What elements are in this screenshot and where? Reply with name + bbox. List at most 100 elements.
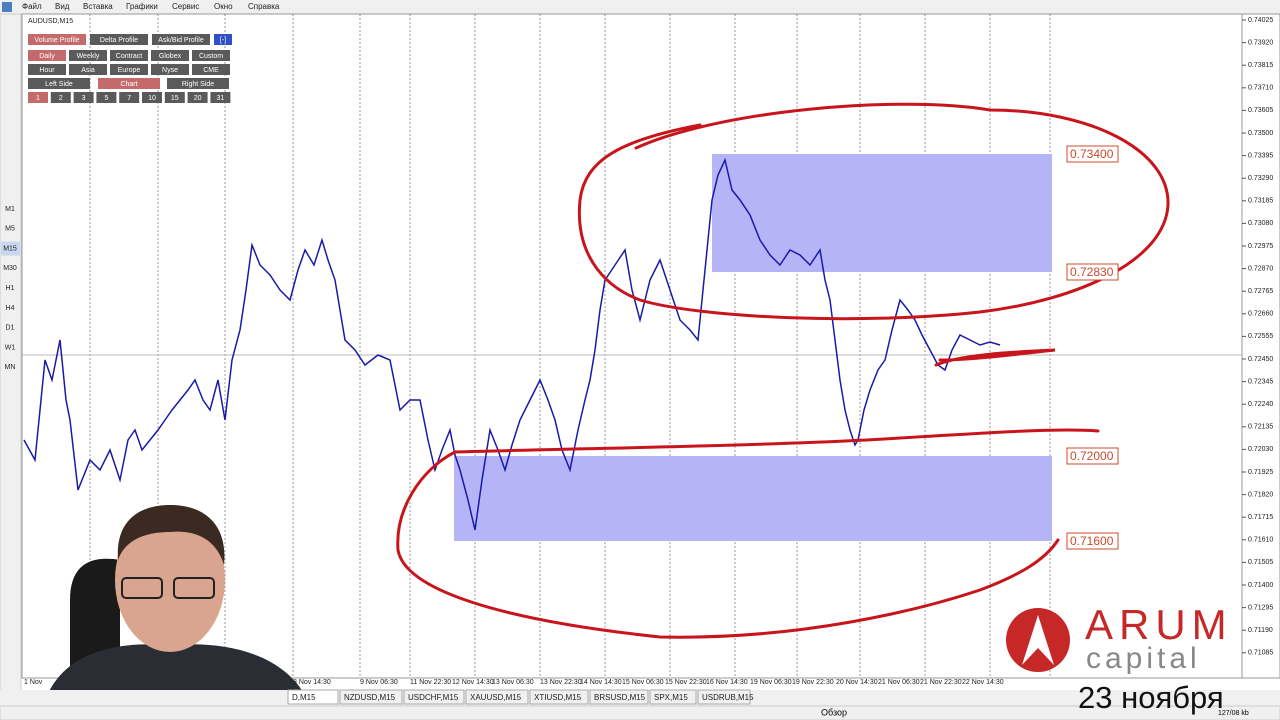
- panel-button[interactable]: [28, 50, 66, 61]
- panel-button-label[interactable]: 15: [171, 95, 179, 102]
- left-toolbar: [0, 13, 22, 707]
- tab[interactable]: [529, 689, 589, 705]
- tab[interactable]: [339, 689, 403, 705]
- panel-button-label[interactable]: Daily: [39, 53, 55, 60]
- time-label: 9 Nov 06:30: [360, 679, 398, 686]
- panel-button[interactable]: [142, 92, 162, 103]
- panel-button-label[interactable]: Delta Profile: [100, 37, 138, 44]
- panel-button[interactable]: [28, 34, 86, 45]
- panel-button-label[interactable]: [-]: [220, 37, 226, 44]
- tab-label[interactable]: D,M15: [292, 693, 316, 702]
- panel-button[interactable]: [50, 92, 71, 103]
- price-label: 0.71295: [1248, 604, 1273, 611]
- tab-label[interactable]: NZDUSD,M15: [344, 693, 396, 702]
- timeframe[interactable]: M30: [3, 265, 17, 272]
- timeframe[interactable]: W1: [5, 344, 16, 351]
- panel-button[interactable]: [28, 92, 48, 103]
- panel-button-label[interactable]: Ask/Bid Profile: [158, 37, 204, 44]
- panel-button-label[interactable]: 3: [82, 95, 86, 102]
- panel-button[interactable]: [110, 50, 148, 61]
- panel-button-label[interactable]: Custom: [199, 53, 223, 60]
- panel-button-label[interactable]: Hour: [39, 67, 55, 74]
- panel-button-label[interactable]: 2: [59, 95, 63, 102]
- panel-button[interactable]: [210, 92, 231, 103]
- timeframe[interactable]: M5: [5, 226, 15, 233]
- tab-label[interactable]: BRSUSD,M15: [594, 693, 646, 702]
- panel-button[interactable]: [28, 64, 66, 75]
- timeframe[interactable]: H4: [6, 305, 15, 312]
- tab-label[interactable]: XAUUSD,M15: [470, 693, 522, 702]
- timeframe[interactable]: MN: [5, 364, 16, 371]
- panel-button-label[interactable]: Contract: [116, 53, 143, 60]
- panel-button-label[interactable]: Nyse: [162, 67, 178, 74]
- timeframe[interactable]: H1: [6, 285, 15, 292]
- panel-button[interactable]: [187, 92, 208, 103]
- panel-button-label[interactable]: 1: [36, 95, 40, 102]
- zone-label-box: [1066, 447, 1119, 465]
- menu-item[interactable]: Вид: [55, 2, 70, 11]
- time-label: 1 Nov: [24, 679, 43, 686]
- tab-label[interactable]: SPX,M15: [654, 693, 688, 702]
- panel-button[interactable]: [151, 64, 189, 75]
- price-label: 0.72135: [1248, 424, 1273, 431]
- panel-button[interactable]: [214, 34, 232, 45]
- panel-button-label[interactable]: 10: [148, 95, 156, 102]
- tab-label[interactable]: USDRUB,M15: [702, 693, 754, 702]
- panel-button[interactable]: [96, 92, 117, 103]
- panel-button[interactable]: [73, 92, 94, 103]
- panel-button-label[interactable]: Weekly: [77, 53, 100, 60]
- panel-button[interactable]: [192, 64, 230, 75]
- panel-button-label[interactable]: 7: [127, 95, 131, 102]
- tab-label[interactable]: XTIUSD,M15: [534, 693, 582, 702]
- menu-item[interactable]: Графики: [126, 2, 158, 11]
- menu-item[interactable]: Сервис: [172, 2, 199, 11]
- timeframe[interactable]: D1: [6, 325, 15, 332]
- panel-button-label[interactable]: Chart: [120, 81, 137, 88]
- panel-button[interactable]: [192, 50, 230, 61]
- time-label: 20 Nov 14:30: [836, 679, 878, 686]
- panel-button[interactable]: [119, 92, 140, 103]
- tab[interactable]: [465, 689, 529, 705]
- menu-item[interactable]: Вставка: [83, 2, 113, 11]
- zone-label: 0.73400: [1070, 147, 1114, 161]
- tab[interactable]: [649, 689, 697, 705]
- panel-button[interactable]: [167, 78, 229, 89]
- panel-button[interactable]: [164, 92, 185, 103]
- tab[interactable]: [697, 689, 751, 705]
- panel-button-label[interactable]: Asia: [81, 67, 95, 74]
- panel-button[interactable]: [98, 78, 160, 89]
- panel-button-label[interactable]: Globex: [159, 53, 182, 60]
- time-label: 19 Nov 06:30: [750, 679, 792, 686]
- panel-button[interactable]: [69, 64, 107, 75]
- price-label: 0.72870: [1248, 265, 1273, 272]
- zone-label-box: [1066, 263, 1119, 281]
- panel-button-label[interactable]: CME: [203, 67, 219, 74]
- tab[interactable]: [403, 689, 465, 705]
- tab[interactable]: [287, 689, 339, 705]
- price-label: 0.73290: [1248, 175, 1273, 182]
- panel-button-label[interactable]: 31: [217, 95, 225, 102]
- time-label: 22 Nov 14:30: [962, 679, 1004, 686]
- price-label: 0.73710: [1248, 85, 1273, 92]
- panel-button[interactable]: [69, 50, 107, 61]
- price-label: 0.73395: [1248, 152, 1273, 159]
- panel-button-label[interactable]: 5: [104, 95, 108, 102]
- panel-button[interactable]: [28, 78, 90, 89]
- panel-button-label[interactable]: Volume Profile: [34, 37, 79, 44]
- panel-button[interactable]: [152, 34, 210, 45]
- tab[interactable]: [589, 689, 649, 705]
- panel-button[interactable]: [90, 34, 148, 45]
- timeframe[interactable]: M1: [5, 206, 15, 213]
- panel-button-label[interactable]: Left Side: [45, 81, 73, 88]
- menu-item[interactable]: Справка: [248, 2, 280, 11]
- panel-button-label[interactable]: Right Side: [182, 81, 214, 88]
- panel-button[interactable]: [151, 50, 189, 61]
- tab-label[interactable]: USDCHF,M15: [408, 693, 459, 702]
- panel-button[interactable]: [110, 64, 148, 75]
- menu-item[interactable]: Файл: [22, 2, 42, 11]
- menu-item[interactable]: Окно: [214, 2, 233, 11]
- timeframe[interactable]: M15: [3, 245, 17, 252]
- panel-button-label[interactable]: Europe: [118, 67, 141, 74]
- panel-button-label[interactable]: 20: [194, 95, 202, 102]
